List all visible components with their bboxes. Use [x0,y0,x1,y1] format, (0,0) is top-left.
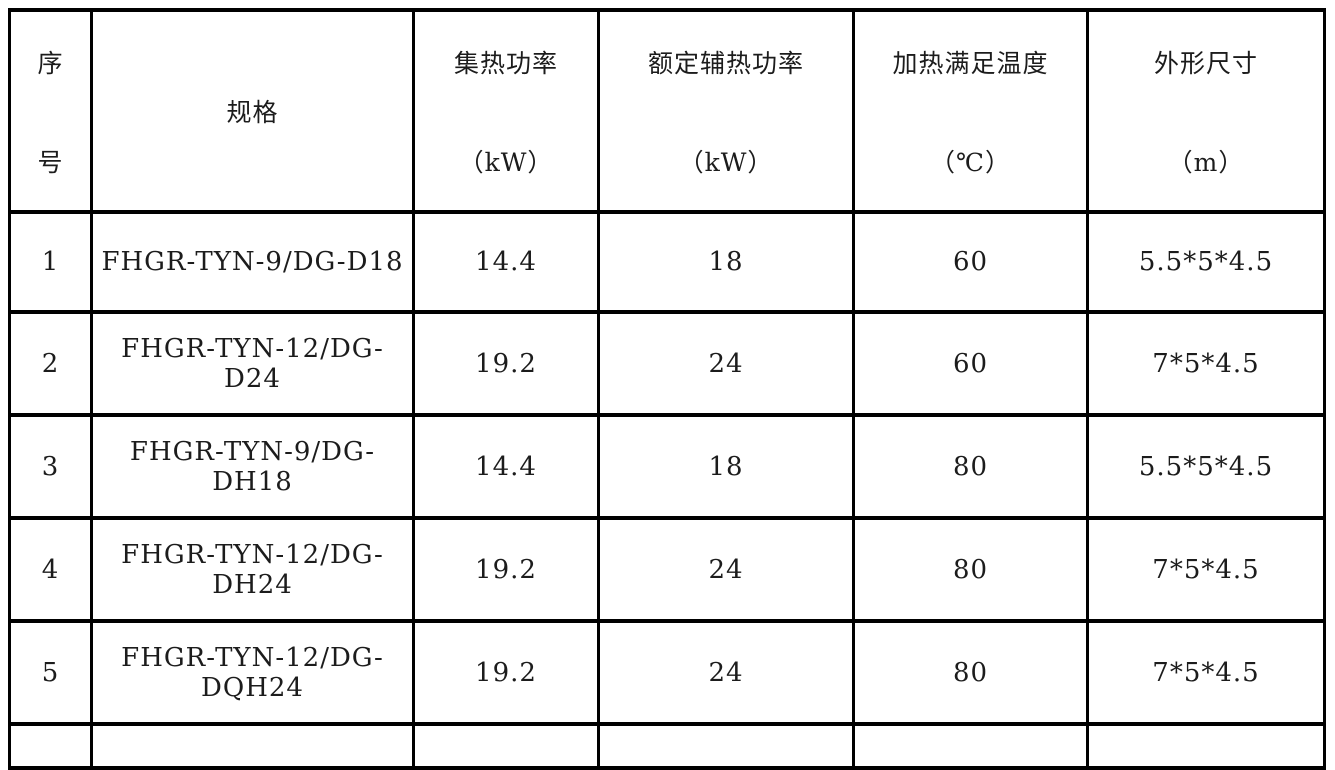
col-header-index: 序 号 [8,8,93,214]
cell-dimensions [1086,722,1326,770]
col-header-index-line2: 号 [37,147,64,177]
col-header-collector-power-line1: 集热功率 [453,48,558,78]
cell-index: 4 [8,516,93,623]
table-row-1: 1 FHGR-TYN-9/DG-D18 14.4 18 60 5.5*5*4.5 [8,210,1326,314]
cell-spec: FHGR-TYN-9/DG-D18 [90,210,415,314]
cell-dimensions: 7*5*4.5 [1086,516,1326,623]
col-header-heating-temp-unit: （℃） [930,147,1011,177]
cell-collector-power: 14.4 [412,413,600,520]
col-header-collector-power: 集热功率 （kW） [412,8,600,214]
col-header-index-line1: 序 [37,48,64,78]
cell-spec: FHGR-TYN-12/DG-D24 [90,310,415,417]
cell-collector-power: 19.2 [412,516,600,623]
col-header-dimensions-line1: 外形尺寸 [1153,48,1258,78]
cell-index: 2 [8,310,93,417]
cell-aux-heat-power: 24 [597,619,855,726]
cell-aux-heat-power [597,722,855,770]
cell-heating-temp: 80 [852,413,1089,520]
cell-dimensions: 7*5*4.5 [1086,310,1326,417]
spec-table: 序 号 规格 集热功率 （kW） [8,8,1326,770]
cell-heating-temp: 80 [852,516,1089,623]
cell-dimensions: 5.5*5*4.5 [1086,413,1326,520]
cell-collector-power: 19.2 [412,310,600,417]
col-header-aux-heat-power-unit: （kW） [678,147,774,177]
cell-index [8,722,93,770]
cell-collector-power: 14.4 [412,210,600,314]
table-row-3: 3 FHGR-TYN-9/DG-DH18 14.4 18 80 5.5*5*4.… [8,413,1326,520]
header-row: 序 号 规格 集热功率 （kW） [8,8,1326,214]
cell-spec: FHGR-TYN-12/DG-DH24 [90,516,415,623]
cell-spec: FHGR-TYN-9/DG-DH18 [90,413,415,520]
col-header-aux-heat-power: 额定辅热功率 （kW） [597,8,855,214]
cell-index: 3 [8,413,93,520]
cell-index: 1 [8,210,93,314]
cell-spec [90,722,415,770]
cell-aux-heat-power: 18 [597,210,855,314]
cell-dimensions: 7*5*4.5 [1086,619,1326,726]
cell-heating-temp [852,722,1089,770]
cell-heating-temp: 60 [852,210,1089,314]
col-header-heating-temp-line1: 加热满足温度 [892,48,1049,78]
col-header-spec: 规格 [90,8,415,214]
cell-collector-power [412,722,600,770]
cell-collector-power: 19.2 [412,619,600,726]
col-header-heating-temp: 加热满足温度 （℃） [852,8,1089,214]
cell-spec: FHGR-TYN-12/DG-DQH24 [90,619,415,726]
table-row-partial [8,722,1326,770]
col-header-aux-heat-power-line1: 额定辅热功率 [647,48,804,78]
table-row-4: 4 FHGR-TYN-12/DG-DH24 19.2 24 80 7*5*4.5 [8,516,1326,623]
document-page: 序 号 规格 集热功率 （kW） [8,8,1326,770]
cell-aux-heat-power: 18 [597,413,855,520]
cell-heating-temp: 80 [852,619,1089,726]
table-row-2: 2 FHGR-TYN-12/DG-D24 19.2 24 60 7*5*4.5 [8,310,1326,417]
cell-dimensions: 5.5*5*4.5 [1086,210,1326,314]
cell-aux-heat-power: 24 [597,516,855,623]
cell-heating-temp: 60 [852,310,1089,417]
col-header-dimensions: 外形尺寸 （m） [1086,8,1326,214]
cell-aux-heat-power: 24 [597,310,855,417]
cell-index: 5 [8,619,93,726]
col-header-collector-power-unit: （kW） [458,147,554,177]
col-header-dimensions-unit: （m） [1167,147,1245,177]
col-header-spec-line1: 规格 [226,98,279,127]
table-row-5: 5 FHGR-TYN-12/DG-DQH24 19.2 24 80 7*5*4.… [8,619,1326,726]
table-header: 序 号 规格 集热功率 （kW） [8,8,1326,214]
table-body: 1 FHGR-TYN-9/DG-D18 14.4 18 60 5.5*5*4.5… [8,210,1326,770]
